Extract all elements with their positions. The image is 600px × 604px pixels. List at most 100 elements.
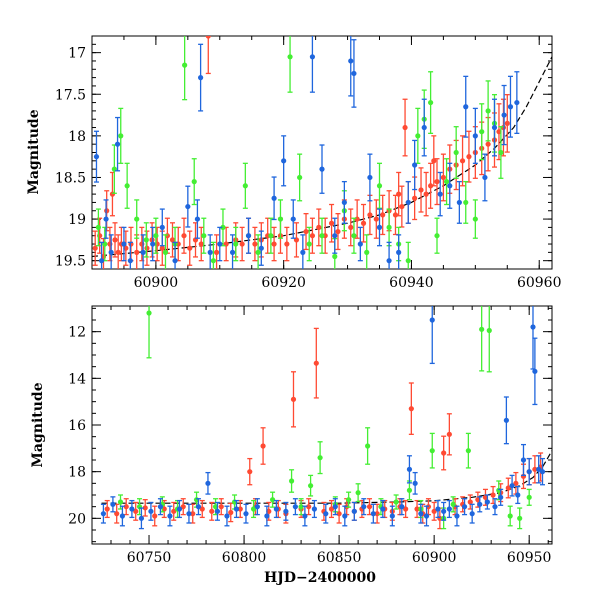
data-point-blue bbox=[323, 511, 329, 517]
data-point-green bbox=[346, 497, 352, 503]
y-tick-label: 18 bbox=[68, 129, 86, 145]
data-point-green bbox=[306, 241, 312, 247]
data-point-green bbox=[479, 326, 485, 332]
data-point-blue bbox=[463, 104, 469, 110]
data-point-blue bbox=[140, 249, 146, 255]
data-point-blue bbox=[515, 492, 521, 498]
data-point-red bbox=[313, 360, 319, 366]
data-point-blue bbox=[224, 513, 230, 519]
data-point-red bbox=[354, 216, 360, 222]
y-tick-label: 18.5 bbox=[55, 170, 86, 186]
data-point-green bbox=[364, 249, 370, 255]
data-point-blue bbox=[195, 504, 202, 510]
data-point-red bbox=[112, 237, 118, 243]
data-point-blue bbox=[530, 324, 536, 330]
x-tick-label: 60900 bbox=[134, 275, 179, 291]
data-point-green bbox=[332, 253, 338, 260]
data-point-green bbox=[406, 487, 413, 493]
data-point-red bbox=[348, 224, 354, 230]
data-point-green bbox=[153, 233, 159, 239]
data-point-red bbox=[328, 220, 335, 226]
data-point-red bbox=[441, 450, 447, 456]
data-point-blue bbox=[423, 513, 430, 519]
data-point-blue bbox=[507, 104, 514, 110]
data-point-blue bbox=[484, 499, 490, 505]
x-tick-label: 60800 bbox=[222, 550, 267, 566]
data-point-green bbox=[134, 216, 140, 222]
data-point-red bbox=[396, 191, 402, 197]
x-tick-label: 60960 bbox=[517, 275, 562, 291]
data-point-red bbox=[360, 220, 367, 226]
data-point-blue bbox=[539, 469, 546, 475]
data-point-green bbox=[298, 504, 304, 510]
data-point-red bbox=[306, 504, 312, 510]
data-point-red bbox=[336, 511, 342, 517]
data-point-blue bbox=[186, 511, 192, 517]
data-point-green bbox=[117, 499, 124, 505]
x-tick-label: 60920 bbox=[261, 275, 306, 291]
data-point-blue bbox=[405, 199, 411, 206]
data-point-green bbox=[307, 483, 314, 489]
data-point-blue bbox=[127, 258, 133, 264]
data-point-red bbox=[392, 212, 399, 218]
data-point-blue bbox=[292, 504, 298, 510]
data-point-blue bbox=[447, 183, 453, 189]
data-point-green bbox=[268, 233, 274, 239]
data-point-blue bbox=[441, 508, 447, 514]
data-point-green bbox=[297, 174, 303, 181]
data-point-blue bbox=[150, 241, 156, 247]
data-point-red bbox=[187, 245, 193, 251]
data-point-red bbox=[247, 469, 253, 475]
data-point-green bbox=[351, 233, 357, 239]
data-point-red bbox=[374, 511, 380, 517]
data-point-blue bbox=[482, 174, 488, 181]
points-bottom bbox=[100, 306, 546, 530]
data-point-green bbox=[498, 149, 504, 156]
data-point-red bbox=[237, 506, 243, 512]
data-point-green bbox=[355, 490, 361, 496]
data-point-green bbox=[250, 506, 257, 512]
y-tick-label: 17 bbox=[68, 46, 86, 62]
data-point-blue bbox=[412, 480, 418, 486]
data-point-red bbox=[190, 511, 196, 517]
x-tick-label: 60850 bbox=[317, 550, 362, 566]
data-point-red bbox=[366, 504, 373, 510]
data-point-blue bbox=[418, 511, 424, 517]
data-point-green bbox=[386, 224, 392, 230]
data-point-blue bbox=[138, 515, 145, 521]
data-point-blue bbox=[498, 494, 504, 500]
ticks-bottom: 60750 60800 60850 60900 60950 12 14 16 18 20 bbox=[68, 306, 552, 566]
data-point-red bbox=[142, 505, 148, 511]
data-point-blue bbox=[167, 513, 173, 519]
y-tick-label: 12 bbox=[68, 325, 86, 341]
ylabel-bottom: Magnitude bbox=[30, 382, 46, 467]
data-point-green bbox=[124, 183, 130, 189]
data-point-red bbox=[434, 179, 440, 185]
data-point-blue bbox=[290, 216, 296, 222]
panel-top: 60900 60920 60940 60960 17 17.5 18 18.5 19 19.5 M… bbox=[26, 35, 562, 291]
data-point-blue bbox=[520, 457, 527, 463]
data-point-green bbox=[472, 216, 478, 222]
data-point-red bbox=[228, 509, 234, 516]
data-point-green bbox=[233, 241, 239, 247]
data-point-blue bbox=[456, 199, 462, 206]
data-point-red bbox=[459, 158, 466, 164]
data-point-red bbox=[198, 241, 204, 247]
data-point-blue bbox=[389, 513, 395, 519]
data-point-blue bbox=[258, 245, 264, 251]
data-point-blue bbox=[217, 241, 223, 247]
data-point-blue bbox=[332, 504, 338, 510]
data-point-blue bbox=[332, 233, 338, 239]
data-point-blue bbox=[103, 216, 109, 222]
data-point-red bbox=[309, 233, 316, 239]
data-point-red bbox=[316, 224, 322, 230]
data-point-red bbox=[428, 183, 434, 189]
data-point-blue bbox=[205, 480, 211, 486]
data-point-red bbox=[446, 431, 452, 437]
data-point-blue bbox=[469, 511, 475, 517]
data-point-blue bbox=[399, 504, 405, 510]
data-point-green bbox=[393, 499, 399, 505]
data-point-blue bbox=[172, 258, 178, 264]
data-point-blue bbox=[351, 508, 357, 514]
data-point-blue bbox=[367, 174, 373, 181]
